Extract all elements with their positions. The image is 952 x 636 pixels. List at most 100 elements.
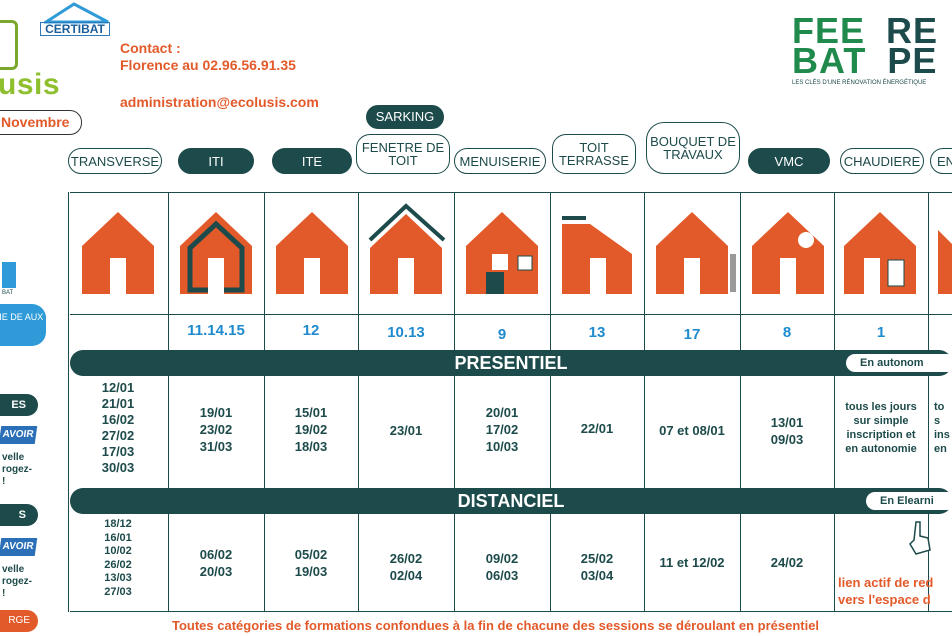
- grid-line: [70, 314, 952, 315]
- text-line: sur simple: [853, 415, 909, 427]
- distanciel-link-text[interactable]: lien actif de red vers l'espace d: [838, 574, 952, 608]
- date-item: 02/04: [389, 568, 423, 583]
- date-item: 13/03: [104, 572, 132, 584]
- distanciel-cell-fenetre: 26/02 02/04: [358, 550, 454, 584]
- col-header-transverse: TRANSVERSE: [68, 148, 162, 174]
- grid-line: [168, 192, 169, 612]
- distanciel-cell-ite: 05/02 19/03: [264, 546, 358, 580]
- sidebar-savoir-button-2[interactable]: AVOIR: [0, 538, 38, 556]
- contact-label: Contact :: [120, 40, 181, 56]
- date-item: 10/02: [104, 545, 132, 557]
- house-fenetre-de-toit-icon: [368, 203, 446, 294]
- distanciel-cell-menuiserie: 09/02 06/03: [454, 550, 550, 584]
- house-ite-icon: [276, 212, 348, 294]
- date-item: 31/03: [199, 439, 233, 454]
- sarking-header: SARKING: [366, 105, 444, 129]
- date-item: 03/04: [580, 568, 614, 583]
- distanciel-cell-iti: 06/02 20/03: [168, 546, 264, 580]
- sidebar-pill-1[interactable]: ES: [0, 394, 38, 416]
- house-vmc-icon: [752, 212, 824, 294]
- date-item: 30/03: [101, 460, 135, 475]
- house-partial-icon: [938, 230, 952, 294]
- col-header-bouquet-de-travaux: BOUQUET DE TRAVAUX: [646, 122, 740, 174]
- ecolusis-logo-icon: [0, 20, 18, 70]
- count-toit-terrasse: 13: [588, 324, 606, 341]
- col-header-vmc: VMC: [748, 148, 830, 174]
- col-header-iti: ITI: [178, 148, 254, 174]
- presentiel-band: PRESENTIEL: [70, 350, 952, 376]
- date-item: 19/01: [199, 405, 233, 420]
- certibat-logo: CERTIBAT: [40, 22, 110, 36]
- presentiel-cell-ite: 15/01 19/02 18/03: [264, 404, 358, 455]
- house-iti-icon: [180, 212, 252, 294]
- text-line: to: [934, 401, 945, 413]
- distanciel-cell-transverse: 18/12 16/01 10/02 26/02 13/03 27/03: [68, 518, 168, 599]
- date-item: 25/02: [580, 551, 614, 566]
- count-ite: 12: [302, 322, 320, 339]
- date-item: 13/01: [770, 415, 804, 430]
- link-line[interactable]: lien actif de red: [838, 575, 934, 590]
- sidebar-savoir-button-1[interactable]: AVOIR: [0, 426, 38, 444]
- grid-line: [454, 192, 455, 612]
- distanciel-cell-toit-terrasse: 25/02 03/04: [550, 550, 644, 584]
- date-item: 16/01: [104, 531, 132, 544]
- pointing-hand-icon: [909, 521, 931, 555]
- distanciel-cell-bouquet: 11 et 12/02: [644, 554, 740, 571]
- col-header-menuiserie: MENUISERIE: [454, 148, 546, 174]
- sidebar-certibat-mark: [2, 262, 16, 288]
- date-item: 19/03: [294, 564, 328, 579]
- col-header-fenetre-de-toit: FENETRE DE TOIT: [356, 134, 450, 174]
- text-line: inscription et: [846, 429, 916, 441]
- date-item: 09/03: [770, 432, 804, 447]
- grid-line: [264, 192, 265, 612]
- count-chaudiere: 1: [876, 324, 886, 341]
- date-item: 05/02: [294, 547, 328, 562]
- sidebar-pill-2[interactable]: S: [0, 504, 38, 526]
- grid-line: [70, 611, 952, 612]
- house-chaudiere-icon: [844, 212, 916, 294]
- grid-line: [550, 192, 551, 612]
- distanciel-elearning-pill: En Elearni: [866, 492, 952, 510]
- presentiel-cell-toit-terrasse: 22/01: [550, 420, 644, 437]
- grid-line: [834, 192, 835, 612]
- sidebar-blue-button[interactable]: RIE DE AUX: [0, 304, 46, 346]
- grid-line: [740, 192, 741, 612]
- date-item: 09/02: [485, 551, 519, 566]
- presentiel-cell-iti: 19/01 23/02 31/03: [168, 404, 264, 455]
- presentiel-cell-chaudiere: tous les jours sur simple inscription et…: [834, 400, 928, 456]
- feebat-pe: PE: [887, 40, 938, 81]
- date-item: 27/03: [104, 585, 132, 598]
- sidebar-text-1-line: !: [2, 476, 6, 487]
- col-header-en: EN: [930, 148, 952, 174]
- contact-email[interactable]: administration@ecolusis.com: [120, 94, 319, 110]
- date-item: 26/02: [104, 558, 132, 571]
- date-item: 24/02: [770, 555, 804, 570]
- contact-phone[interactable]: Florence au 02.96.56.91.35: [120, 57, 296, 73]
- grid-line: [644, 192, 645, 612]
- grid-line: [70, 192, 952, 193]
- distanciel-title: DISTANCIEL: [457, 491, 565, 511]
- sidebar-text-1-line: rogez-: [2, 464, 32, 475]
- presentiel-cell-transverse: 12/01 21/01 16/02 27/02 17/03 30/03: [68, 380, 168, 476]
- sidebar-cta-button[interactable]: RGE: [0, 610, 38, 632]
- date-item: 18/03: [294, 439, 328, 454]
- date-item: 23/01: [389, 423, 423, 438]
- text-line: ins: [934, 429, 950, 441]
- text-line: en: [934, 443, 947, 455]
- sidebar-text-1: velle rogez- !: [2, 452, 32, 488]
- presentiel-cell-fenetre: 23/01: [358, 422, 454, 439]
- sidebar-cert-text: BAT: [2, 290, 14, 296]
- sidebar-text-2-line: velle: [2, 564, 25, 575]
- date-item: 17/02: [485, 422, 519, 437]
- link-line[interactable]: vers l'espace d: [838, 592, 931, 607]
- house-transverse-icon: [82, 212, 154, 294]
- presentiel-cell-vmc: 13/01 09/03: [740, 414, 834, 448]
- sidebar-text-2-line: rogez-: [2, 576, 32, 587]
- presentiel-title: PRESENTIEL: [454, 353, 568, 373]
- grid-line: [68, 192, 69, 612]
- count-menuiserie: 9: [497, 326, 507, 343]
- presentiel-cell-partial: to s ins en: [934, 400, 952, 456]
- date-item: 17/03: [101, 444, 135, 459]
- ecolusis-logo: usis: [0, 68, 61, 101]
- date-item: 19/02: [294, 422, 328, 437]
